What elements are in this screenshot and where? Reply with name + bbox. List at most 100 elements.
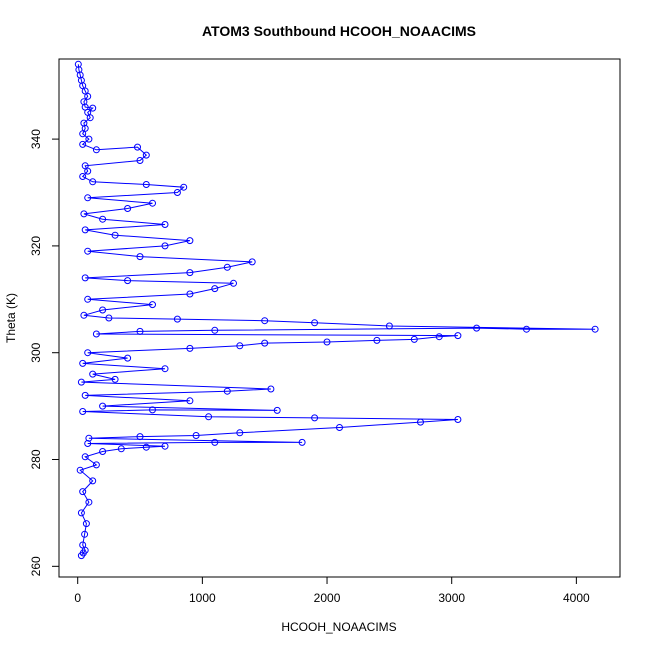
- data-point: [142, 443, 150, 451]
- data-point: [82, 520, 90, 528]
- y-tick-label: 280: [29, 449, 43, 469]
- data-point: [79, 140, 87, 148]
- x-tick-label: 2000: [314, 591, 341, 605]
- x-tick-label: 4000: [563, 591, 590, 605]
- data-point: [186, 397, 194, 405]
- data-point: [124, 354, 132, 362]
- data-point: [230, 279, 237, 287]
- data-point: [192, 432, 200, 439]
- data-point: [84, 194, 92, 202]
- data-point: [385, 322, 393, 330]
- data-point: [84, 295, 92, 303]
- data-point: [79, 173, 87, 180]
- data-point: [79, 488, 87, 496]
- data-point: [186, 269, 194, 277]
- y-tick-label: 320: [29, 236, 43, 256]
- data-point: [149, 199, 156, 207]
- data-point: [81, 162, 89, 170]
- data-point: [410, 335, 418, 343]
- data-point: [211, 285, 219, 293]
- data-point: [311, 414, 319, 422]
- data-point: [89, 370, 97, 378]
- data-point: [186, 237, 194, 245]
- data-point: [161, 442, 169, 450]
- x-tick-label: 3000: [438, 591, 465, 605]
- data-point: [111, 231, 119, 239]
- y-tick-label: 340: [29, 129, 43, 149]
- data-point: [84, 247, 92, 255]
- data-point: [523, 325, 530, 333]
- data-point: [74, 60, 82, 68]
- data-point: [89, 178, 97, 186]
- data-point: [273, 406, 281, 414]
- data-point: [80, 311, 88, 319]
- data-point: [261, 317, 269, 325]
- data-point: [136, 253, 144, 261]
- data-point: [92, 330, 100, 338]
- data-point: [75, 66, 83, 74]
- data-point: [105, 314, 113, 322]
- data-point: [81, 530, 89, 538]
- data-point: [136, 433, 144, 441]
- data-point: [84, 440, 92, 447]
- data-point: [99, 448, 107, 455]
- data-point: [591, 325, 599, 333]
- data-point: [173, 315, 181, 323]
- data-point: [80, 98, 88, 106]
- data-point: [454, 416, 462, 423]
- data-point: [85, 135, 93, 143]
- data-point: [79, 541, 87, 549]
- data-point: [111, 375, 119, 383]
- data-point: [81, 274, 89, 282]
- data-point: [134, 143, 141, 151]
- data-point: [180, 183, 188, 191]
- data-point: [81, 453, 89, 461]
- series-layer: [74, 60, 599, 560]
- chart-title: ATOM3 Southbound HCOOH_NOAACIMS: [202, 23, 476, 39]
- data-point: [323, 338, 331, 346]
- data-point: [149, 301, 156, 309]
- data-point: [311, 319, 319, 327]
- y-axis-label: Theta (K): [4, 293, 18, 343]
- data-point: [248, 258, 256, 266]
- data-point: [89, 104, 97, 112]
- data-point: [267, 385, 275, 393]
- plot-area: [58, 58, 621, 578]
- data-point: [236, 429, 244, 437]
- data-point: [84, 349, 92, 357]
- data-point: [173, 189, 181, 196]
- data-point: [77, 509, 85, 517]
- data-point: [186, 290, 194, 298]
- data-point: [373, 336, 381, 344]
- data-point: [124, 205, 132, 212]
- data-point: [80, 119, 88, 127]
- data-point: [473, 324, 481, 332]
- data-point: [79, 408, 87, 415]
- data-point: [80, 210, 88, 218]
- y-tick-label: 300: [29, 342, 43, 362]
- data-point: [236, 342, 244, 350]
- data-point: [205, 413, 213, 421]
- data-point: [76, 466, 84, 474]
- series-line: [77, 64, 596, 556]
- data-point: [89, 477, 97, 485]
- data-point: [85, 498, 93, 506]
- y-tick-label: 260: [29, 556, 43, 576]
- data-point: [77, 378, 85, 386]
- data-point: [223, 387, 231, 395]
- data-point: [161, 242, 169, 250]
- data-point: [81, 226, 89, 234]
- data-point: [223, 263, 231, 271]
- data-point: [117, 445, 125, 453]
- data-point: [142, 181, 150, 188]
- data-point: [142, 151, 150, 159]
- data-point: [454, 332, 462, 340]
- data-point: [99, 306, 107, 314]
- data-point: [417, 418, 424, 426]
- data-point: [261, 339, 269, 347]
- data-point: [99, 402, 107, 410]
- data-point: [336, 424, 343, 431]
- data-point: [92, 461, 100, 469]
- x-tick-label: 0: [74, 591, 81, 605]
